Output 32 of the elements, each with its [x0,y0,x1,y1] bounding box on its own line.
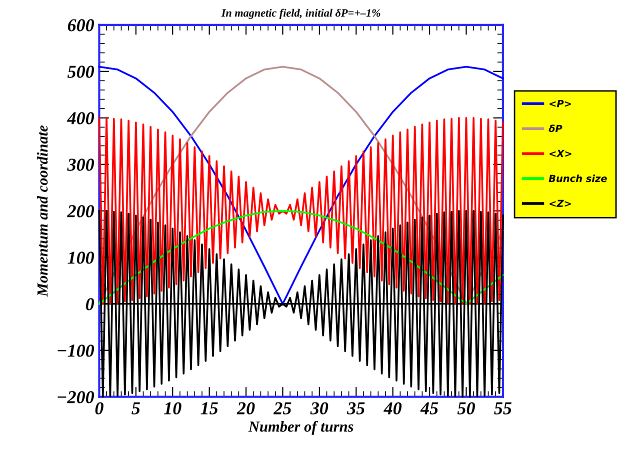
legend-label: <P> [550,100,571,108]
y-tick-label: −200 [58,391,94,404]
x-tick-label: 55 [494,402,512,414]
y-tick-label: 500 [67,66,94,78]
chart-title: In magnetic field, initial δP=+–1% [221,8,380,19]
y-axis-title: Momentum and coordinate [36,125,48,297]
x-axis-title: Number of turns [248,420,354,435]
y-tick-label: −100 [58,344,94,357]
y-tick-label: 100 [68,252,94,264]
line-series [98,210,504,305]
y-tick-label: 0 [86,298,94,310]
legend-label: <X> [550,150,572,157]
legend-label: δP [548,124,562,132]
x-tick-label: 0 [95,402,104,414]
x-tick-label: 35 [346,402,365,414]
line-series [98,66,504,305]
y-tick-label: 600 [68,19,94,32]
x-tick-label: 50 [457,402,475,414]
x-tick-label: 15 [200,402,218,414]
legend-label: <Z> [550,200,571,207]
y-tick-label: 200 [67,205,94,218]
x-tick-label: 30 [310,402,328,414]
y-tick-label: 300 [67,158,94,171]
line-series [98,116,504,305]
x-tick-label: 5 [132,402,140,414]
x-tick-label: 10 [164,402,182,414]
x-tick-label: 40 [384,402,402,414]
y-tick-label: 400 [66,112,94,124]
x-tick-label: 20 [236,402,255,414]
x-tick-label: 45 [420,402,438,414]
x-tick-label: 25 [273,402,292,414]
legend-label: Bunch size [548,174,607,182]
